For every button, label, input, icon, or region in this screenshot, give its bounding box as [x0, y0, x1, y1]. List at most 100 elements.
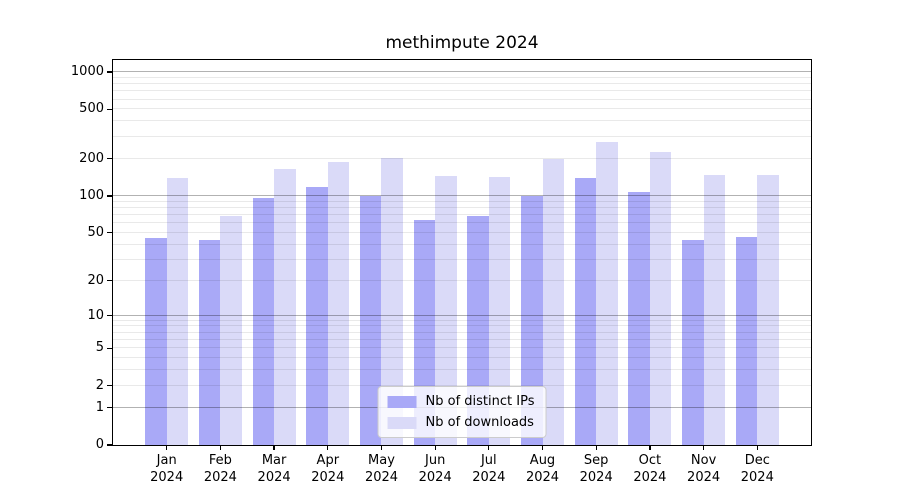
legend-label-downloads: Nb of downloads [425, 415, 534, 430]
bar-distinct-ips-feb [198, 239, 221, 445]
y-tick-label-200: 200 [79, 150, 104, 166]
y-tick-2 [107, 385, 113, 387]
y-tick-label-1: 1 [95, 399, 104, 415]
bar-distinct-ips-apr [306, 186, 328, 445]
y-tick-label-1000: 1000 [70, 64, 104, 80]
x-tick-label-year: 2024 [257, 470, 291, 485]
chart-title: methimpute 2024 [385, 33, 539, 53]
x-tick-label-apr: Apr 2024 [296, 452, 360, 486]
x-tick-label-nov: Nov 2024 [672, 452, 736, 486]
plot-area: Nb of distinct IPs Nb of downloads [113, 60, 811, 445]
x-tick-feb [219, 445, 222, 450]
y-tick-0 [107, 444, 113, 446]
x-tick-label-oct: Oct 2024 [618, 452, 682, 486]
x-tick-mar [273, 445, 275, 450]
x-tick-label-year: 2024 [687, 470, 721, 485]
x-tick-label-month: Apr [316, 453, 340, 468]
x-tick-label-year: 2024 [418, 470, 452, 485]
y-tick-label-100: 100 [79, 187, 104, 203]
x-tick-label-dec: Dec 2024 [725, 452, 789, 486]
x-tick-aug [541, 445, 544, 450]
bar-downloads-jul [488, 177, 511, 445]
y-tick-5 [107, 347, 113, 349]
x-tick-label-year: 2024 [364, 470, 399, 485]
x-tick-label-month: Nov [690, 453, 717, 468]
x-tick-label-month: Jul [480, 453, 497, 468]
x-tick-jun [434, 445, 436, 450]
x-tick-nov [702, 445, 705, 450]
y-tick-20 [107, 280, 113, 282]
bar-distinct-ips-sep [574, 177, 597, 445]
y-tick-50 [107, 232, 113, 234]
y-tick-label-10: 10 [87, 307, 104, 323]
x-tick-label-jun: Jun 2024 [403, 452, 467, 486]
bar-distinct-ips-aug [521, 196, 543, 445]
x-tick-label-feb: Feb 2024 [188, 452, 252, 486]
bar-distinct-ips-oct [628, 191, 650, 445]
y-tick-label-500: 500 [79, 101, 104, 117]
x-tick-label-month: Oct [638, 453, 662, 468]
x-tick-dec [756, 445, 758, 450]
x-tick-jan [166, 445, 168, 450]
x-tick-label-year: 2024 [311, 470, 345, 485]
y-tick-label-0: 0 [95, 437, 104, 452]
x-tick-label-year: 2024 [525, 470, 560, 485]
bar-downloads-may [381, 157, 403, 445]
x-tick-label-year: 2024 [740, 470, 774, 485]
legend-swatch-downloads-icon [387, 416, 417, 429]
x-tick-label-month: Mar [261, 453, 287, 468]
y-tick-label-2: 2 [95, 377, 104, 393]
y-tick-10 [107, 314, 113, 317]
x-tick-label-year: 2024 [203, 470, 237, 485]
x-tick-label-month: Jan [156, 453, 177, 468]
y-tick-label-20: 20 [87, 272, 104, 288]
x-tick-jul [488, 445, 490, 450]
bar-distinct-ips-jan [145, 238, 167, 445]
x-tick-label-month: May [368, 453, 395, 468]
x-tick-label-jul: Jul 2024 [457, 452, 521, 486]
x-tick-label-year: 2024 [150, 470, 184, 485]
x-tick-label-year: 2024 [633, 470, 667, 485]
x-tick-apr [327, 445, 329, 450]
x-tick-label-month: Feb [208, 453, 232, 468]
y-tick-200 [107, 158, 113, 160]
x-tick-oct [649, 445, 651, 450]
y-tick-100 [107, 195, 113, 197]
x-tick-label-mar: Mar 2024 [242, 452, 306, 486]
bar-distinct-ips-nov [682, 239, 704, 445]
bar-downloads-feb [220, 215, 242, 445]
y-tick-label-5: 5 [95, 340, 104, 356]
bar-downloads-jan [166, 178, 189, 445]
x-tick-sep [595, 445, 597, 450]
x-tick-may [380, 445, 383, 450]
bar-downloads-oct [649, 151, 672, 445]
x-tick-label-year: 2024 [472, 470, 506, 485]
x-tick-label-month: Sep [583, 453, 609, 468]
y-tick-500 [107, 108, 113, 111]
x-tick-label-may: May 2024 [350, 452, 414, 486]
legend: Nb of distinct IPs Nb of downloads [377, 386, 547, 438]
y-tick-1000 [107, 71, 113, 73]
bar-downloads-dec [757, 174, 779, 445]
legend-item-distinct-ips: Nb of distinct IPs [387, 394, 535, 409]
bar-distinct-ips-mar [252, 198, 275, 445]
y-tick-label-50: 50 [87, 224, 104, 240]
x-tick-label-month: Aug [529, 453, 556, 468]
x-tick-label-sep: Sep 2024 [564, 452, 628, 486]
y-tick-1 [107, 406, 113, 409]
bar-downloads-mar [274, 169, 296, 445]
x-tick-label-month: Dec [744, 453, 770, 468]
bar-downloads-nov [703, 174, 726, 445]
x-tick-label-month: Jun [425, 453, 446, 468]
legend-swatch-distinct-ips-icon [387, 395, 417, 408]
legend-item-downloads: Nb of downloads [387, 415, 535, 430]
bar-distinct-ips-may [359, 196, 382, 445]
bar-downloads-apr [327, 161, 350, 445]
bar-downloads-aug [542, 159, 564, 445]
bar-downloads-sep [596, 141, 618, 445]
bar-downloads-jun [435, 176, 457, 445]
bar-distinct-ips-dec [735, 237, 758, 445]
x-tick-label-aug: Aug 2024 [511, 452, 575, 486]
legend-label-distinct-ips: Nb of distinct IPs [425, 394, 535, 409]
